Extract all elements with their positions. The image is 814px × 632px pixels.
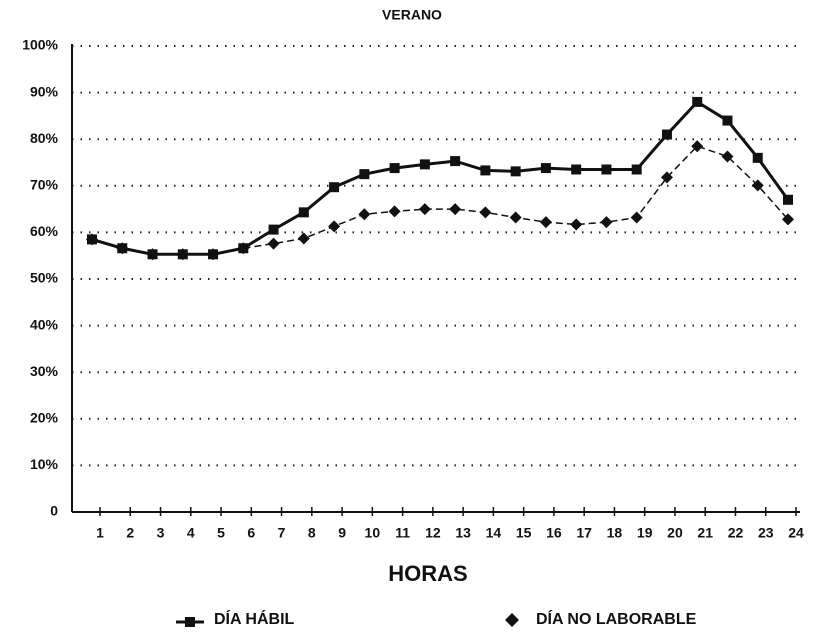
data-point [389, 163, 400, 174]
data-point [449, 203, 462, 216]
data-point [510, 166, 521, 177]
x-tick-label: 16 [546, 525, 562, 541]
legend-label: DÍA NO LABORABLE [536, 609, 697, 628]
data-point [419, 159, 430, 170]
data-point [630, 211, 643, 224]
data-point [479, 206, 492, 219]
data-point [782, 213, 794, 226]
data-point [329, 182, 340, 193]
x-tick-label: 9 [338, 525, 346, 541]
x-tick-label: 6 [247, 525, 255, 541]
data-point [692, 96, 703, 107]
x-tick-label: 12 [425, 525, 441, 541]
data-point [208, 249, 219, 260]
data-point [660, 171, 673, 184]
x-tick-label: 17 [576, 525, 592, 541]
x-tick-label: 19 [637, 525, 653, 541]
data-point [177, 249, 188, 260]
data-point [358, 208, 371, 221]
data-point [540, 163, 551, 174]
data-point [752, 152, 763, 163]
x-tick-label: 1 [96, 525, 104, 541]
data-point [783, 194, 793, 205]
data-point [87, 234, 97, 245]
x-tick-label: 4 [187, 525, 195, 541]
data-point [418, 203, 431, 216]
data-point [721, 150, 734, 163]
x-tick-label: 7 [278, 525, 286, 541]
legend-marker [185, 617, 195, 627]
data-point [328, 220, 341, 233]
x-tick-label: 11 [395, 525, 410, 541]
x-axis-title: HORAS [388, 561, 467, 586]
data-point [238, 243, 249, 254]
x-tick-label: 23 [758, 525, 774, 541]
data-point [117, 243, 128, 254]
x-tick-label: 5 [217, 525, 225, 541]
y-tick-label: 30% [30, 363, 59, 379]
x-tick-label: 3 [157, 525, 165, 541]
legend-marker [505, 613, 519, 627]
x-tick-label: 2 [126, 525, 134, 541]
data-point [359, 169, 370, 180]
data-point [631, 164, 642, 175]
series-line [91, 145, 789, 256]
data-point [722, 115, 733, 126]
legend-label: DÍA HÁBIL [214, 609, 295, 628]
data-point [147, 249, 158, 260]
data-point [268, 224, 279, 235]
data-point [601, 164, 612, 175]
y-tick-label: 0 [50, 503, 58, 519]
data-point [571, 164, 582, 175]
data-point [661, 129, 672, 140]
data-point [297, 232, 310, 245]
y-tick-label: 20% [30, 410, 59, 426]
x-tick-label: 15 [516, 525, 532, 541]
data-point [298, 207, 309, 218]
y-tick-label: 40% [30, 316, 59, 332]
x-tick-label: 24 [788, 525, 804, 541]
y-tick-label: 90% [30, 83, 59, 99]
y-tick-label: 80% [30, 130, 59, 146]
data-point [539, 216, 552, 229]
y-tick-label: 10% [30, 456, 59, 472]
y-tick-label: 70% [30, 177, 59, 193]
x-tick-label: 8 [308, 525, 316, 541]
x-tick-label: 18 [607, 525, 623, 541]
data-point [450, 156, 461, 167]
series-line [91, 99, 790, 256]
data-point [600, 216, 613, 229]
x-tick-label: 14 [486, 525, 502, 541]
x-tick-label: 10 [365, 525, 381, 541]
y-tick-label: 100% [22, 37, 58, 53]
data-point [388, 205, 401, 218]
data-point [267, 237, 280, 250]
data-point [691, 140, 704, 153]
data-point [480, 165, 491, 176]
data-point [751, 179, 764, 192]
data-point [509, 211, 522, 224]
data-point [570, 218, 583, 231]
chart-title: VERANO [382, 7, 442, 23]
x-tick-label: 21 [697, 525, 713, 541]
x-tick-label: 13 [455, 525, 471, 541]
y-tick-label: 50% [30, 270, 59, 286]
y-tick-label: 60% [30, 223, 59, 239]
x-tick-label: 20 [667, 525, 683, 541]
x-tick-label: 22 [728, 525, 744, 541]
